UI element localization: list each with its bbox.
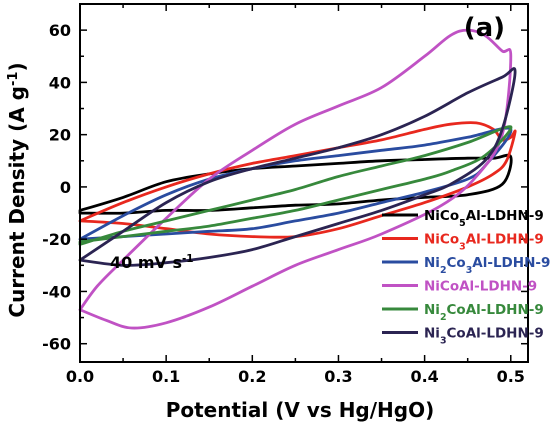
y-tick-label: -60	[42, 335, 71, 354]
y-tick-labels: -60 -40 -20 0 20 40 60	[42, 21, 71, 354]
y-tick-label: -40	[42, 282, 71, 301]
legend-label: NiCoAl-LDHN-9	[424, 279, 537, 295]
scan-rate-annotation: 40 mV s-1	[110, 253, 194, 272]
legend-label: Ni2Co3Al-LDHN-9	[424, 255, 550, 276]
x-tick-label: 0.5	[497, 367, 525, 386]
x-tick-label: 0.1	[152, 367, 180, 386]
y-axis-title: Current Density (A g-1)	[5, 62, 29, 317]
plot-frame	[79, 3, 529, 363]
x-tick-label: 0.4	[410, 367, 438, 386]
y-tick-label: 0	[60, 178, 71, 197]
x-tick-labels: 0.0 0.1 0.2 0.3 0.4 0.5	[66, 367, 525, 386]
legend-label: Ni3CoAl-LDHN-9	[424, 326, 544, 347]
legend-label: NiCo5Al-LDHN-9	[424, 208, 544, 229]
legend-label: NiCo3Al-LDHN-9	[424, 232, 544, 253]
y-tick-label: -20	[42, 230, 71, 249]
x-tick-label: 0.0	[66, 367, 94, 386]
cv-curve-5	[78, 125, 513, 246]
legend: NiCo5Al-LDHN-9 NiCo3Al-LDHN-9Ni2Co3Al-LDH…	[382, 208, 550, 346]
axis-ticks	[79, 4, 528, 362]
x-tick-label: 0.2	[238, 367, 266, 386]
legend-label: Ni2CoAl-LDHN-9	[424, 302, 544, 323]
x-axis-title: Potential (V vs Hg/HgO)	[166, 398, 435, 422]
cv-curve-6	[78, 67, 517, 267]
x-tick-label: 0.3	[324, 367, 352, 386]
y-tick-label: 20	[49, 126, 71, 145]
panel-label: (a)	[464, 13, 505, 43]
cv-curve-2	[78, 121, 517, 239]
cv-curve-4	[78, 28, 513, 330]
y-tick-label: 40	[49, 73, 71, 92]
y-tick-label: 60	[49, 21, 71, 40]
cv-curves	[78, 28, 517, 330]
